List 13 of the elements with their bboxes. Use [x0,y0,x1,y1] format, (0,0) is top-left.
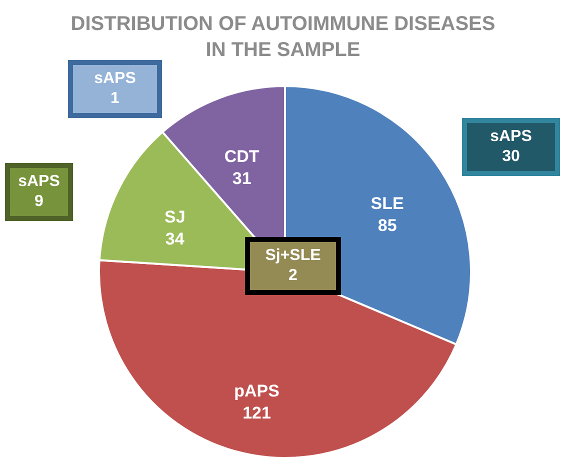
note-box: sAPS 30 [462,118,560,176]
slice-label: CDT [224,147,260,166]
data-label: 85 [378,216,397,236]
note-box: Sj+SLE 2 [245,237,341,295]
slice-label: SLE [370,194,404,214]
data-label: 34 [165,230,185,249]
slice-label: SJ [164,208,186,227]
slice-label: pAPS [234,381,280,400]
data-label: 31 [232,169,252,188]
data-label: 121 [242,403,271,422]
note-box: sAPS 9 [5,163,73,221]
note-box: sAPS 1 [68,60,162,118]
chart-title: DISTRIBUTION OF AUTOIMMUNE DISEASES IN THE SAMPLE [70,13,496,61]
